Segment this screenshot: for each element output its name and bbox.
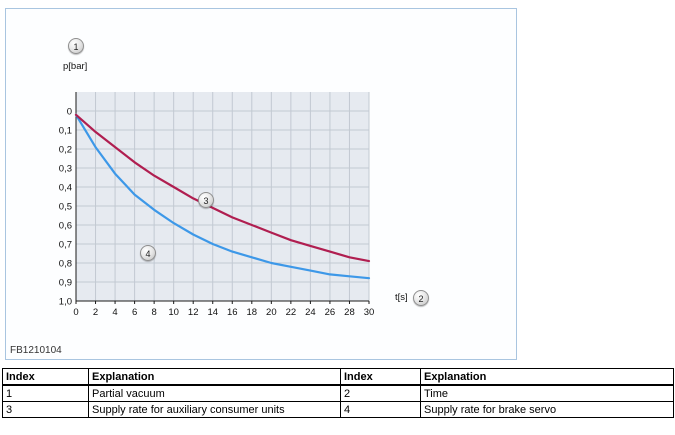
svg-text:0,9: 0,9 — [59, 278, 72, 289]
svg-text:10: 10 — [168, 307, 179, 318]
cell-explanation: Supply rate for brake servo — [420, 401, 674, 418]
cell-explanation: Supply rate for auxiliary consumer units — [88, 401, 341, 418]
cell-index: 2 — [340, 384, 421, 402]
callout-3-auxiliary-curve: 3 — [198, 192, 214, 208]
svg-text:0,1: 0,1 — [59, 126, 72, 137]
svg-text:22: 22 — [286, 307, 297, 318]
header-index-right: Index — [340, 368, 421, 386]
svg-text:0: 0 — [73, 307, 78, 318]
callout-1-partial-vacuum: 1 — [68, 38, 84, 54]
y-axis-label: p[bar] — [63, 61, 88, 72]
legend-header-row: Index Explanation Index Explanation — [2, 368, 674, 386]
svg-text:6: 6 — [132, 307, 137, 318]
callout-2-time: 2 — [413, 290, 429, 306]
svg-text:0: 0 — [67, 107, 72, 118]
pressure-time-chart: 00,10,20,30,40,50,60,70,80,91,00 2 4 6 8 10 12… — [59, 92, 375, 318]
cell-explanation: Time — [420, 384, 674, 402]
cell-index: 4 — [340, 401, 421, 418]
svg-text:0,7: 0,7 — [59, 240, 72, 251]
header-explanation-right: Explanation — [420, 368, 674, 386]
svg-text:0,3: 0,3 — [59, 164, 72, 175]
table-row: 1 Partial vacuum 2 Time — [2, 384, 674, 402]
svg-text:24: 24 — [305, 307, 316, 318]
svg-text:0,8: 0,8 — [59, 259, 72, 270]
svg-text:2: 2 — [93, 307, 98, 318]
svg-text:1,0: 1,0 — [59, 297, 72, 308]
svg-text:18: 18 — [247, 307, 258, 318]
svg-text:26: 26 — [325, 307, 336, 318]
svg-text:0,6: 0,6 — [59, 221, 72, 232]
legend-table: Index Explanation Index Explanation 1 Pa… — [2, 368, 674, 418]
callout-4-brake-servo-curve: 4 — [140, 245, 156, 261]
svg-text:16: 16 — [227, 307, 238, 318]
svg-text:8: 8 — [151, 307, 156, 318]
svg-text:4: 4 — [112, 307, 117, 318]
cell-explanation: Partial vacuum — [88, 384, 341, 402]
cell-index: 3 — [2, 401, 89, 418]
x-axis-label: t[s] — [395, 292, 408, 303]
svg-text:12: 12 — [188, 307, 199, 318]
table-row: 3 Supply rate for auxiliary consumer uni… — [2, 401, 674, 418]
svg-text:0,5: 0,5 — [59, 202, 72, 213]
svg-text:0,4: 0,4 — [59, 183, 72, 194]
cell-index: 1 — [2, 384, 89, 402]
svg-text:14: 14 — [207, 307, 218, 318]
header-index-left: Index — [2, 368, 89, 386]
svg-text:0,2: 0,2 — [59, 145, 72, 156]
figure-code: FB1210104 — [10, 345, 62, 356]
figure-panel: 0 0,1 0,2 0,3 0,4 0,5 0,6 0,7 0,8 0,9 1,0 0 2 4 6 8 10 12… — [5, 8, 517, 360]
header-explanation-left: Explanation — [88, 368, 341, 386]
svg-text:30: 30 — [364, 307, 375, 318]
svg-text:28: 28 — [344, 307, 355, 318]
svg-text:20: 20 — [266, 307, 277, 318]
